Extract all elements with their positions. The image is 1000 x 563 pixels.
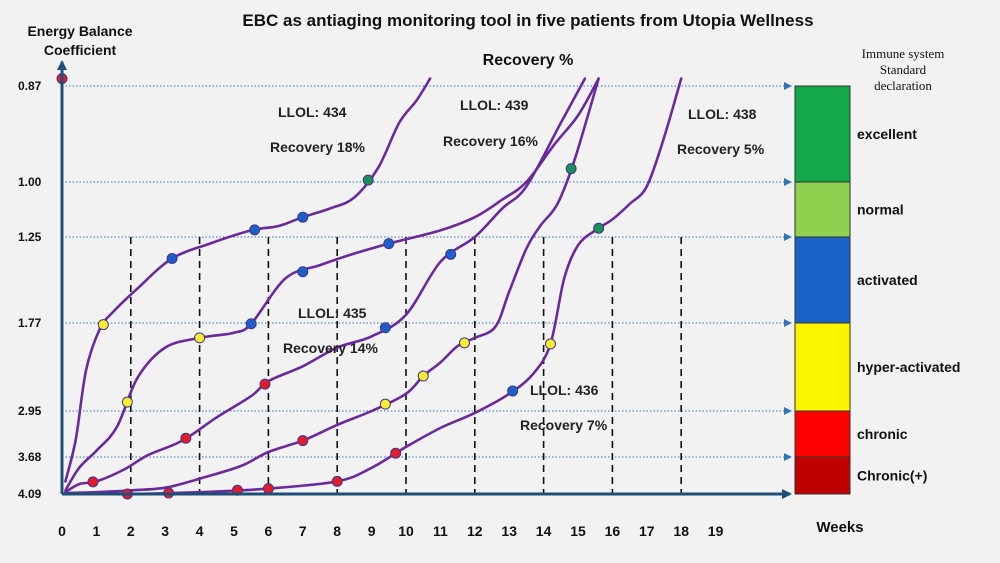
chart-subtitle: Recovery %	[483, 52, 574, 69]
marker-p438-3-red	[262, 483, 274, 495]
legend-band-activated	[794, 236, 851, 324]
x-tick-label-14: 14	[536, 523, 552, 539]
y-tick-label-2.95: 2.95	[18, 404, 42, 418]
legend-title-line1: Immune system	[862, 46, 945, 61]
legend-band-normal	[794, 181, 851, 238]
series-line-p436	[64, 77, 600, 495]
marker-p435-3-blue	[379, 322, 391, 334]
legend-band-chronic	[794, 410, 851, 458]
axes: 0.871.001.251.772.953.684.090 1 2 3 4 5 6 7 8 9 10…	[18, 60, 792, 539]
legend-band-chronic-	[794, 456, 851, 495]
marker-p434-4-green	[362, 174, 374, 186]
marker-p439-0-yellow	[121, 396, 133, 408]
annotation-p439-recovery: Recovery 16%	[443, 133, 539, 149]
y-tick-label-1.25: 1.25	[18, 230, 42, 244]
x-tick-label-13: 13	[501, 523, 517, 539]
marker-p436-3-yellow	[417, 370, 429, 382]
marker-p438-5-red	[390, 447, 402, 459]
marker-p439-3-blue	[297, 266, 309, 278]
x-tick-label-18: 18	[673, 523, 689, 539]
annotation-p438-recovery: Recovery 5%	[677, 141, 765, 157]
grid	[62, 82, 792, 494]
legend-title-line3: declaration	[874, 78, 932, 93]
x-tick-label-8: 8	[333, 523, 341, 539]
y-tick-label-3.68: 3.68	[18, 450, 42, 464]
legend-label-excellent: excellent	[857, 126, 917, 142]
marker-p438-8-green	[593, 222, 605, 234]
marker-p436-4-yellow	[458, 337, 470, 349]
x-tick-label-5: 5	[230, 523, 238, 539]
y-tick-label-4.09: 4.09	[18, 487, 42, 501]
marker-p435-0-red	[87, 476, 99, 488]
marker-p438-6-blue	[507, 385, 519, 397]
x-tick-label-11: 11	[433, 523, 448, 539]
x-tick-label-0: 0	[58, 523, 66, 539]
marker-p438-4-red	[331, 475, 343, 487]
legend-label-activated: activated	[857, 272, 918, 288]
x-tick-label-16: 16	[605, 523, 621, 539]
legend-label-normal: normal	[857, 202, 904, 218]
marker-p439-1-yellow	[194, 332, 206, 344]
x-tick-label-19: 19	[708, 523, 724, 539]
x-tick-label-12: 12	[467, 523, 483, 539]
marker-p436-5-green	[565, 163, 577, 175]
x-tick-label-6: 6	[265, 523, 273, 539]
y-tick-label-1.00: 1.00	[18, 175, 42, 189]
y-tick-label-1.77: 1.77	[18, 316, 42, 330]
marker-p434-3-blue	[297, 211, 309, 223]
y-tick-label-0.87: 0.87	[18, 79, 42, 93]
legend-band-hyper-activated	[794, 322, 851, 412]
annotation-p435-llol: LLOL: 435	[298, 305, 367, 321]
y-axis-label-line1: Energy Balance	[27, 23, 132, 39]
marker-p434-1-blue	[166, 253, 178, 264]
marker-p439-2-blue	[245, 318, 257, 330]
annotation-p439-llol: LLOL: 439	[460, 97, 529, 113]
legend-label-hyper-activated: hyper-activated	[857, 359, 960, 375]
marker-p439-4-blue	[383, 238, 395, 250]
annotation-p438-llol: LLOL: 438	[688, 106, 757, 122]
marker-p436-1-red	[297, 435, 309, 447]
x-tick-label-10: 10	[398, 523, 414, 539]
legend-title-line2: Standard	[880, 62, 927, 77]
labels: EBC as antiaging monitoring tool in five…	[27, 11, 944, 536]
marker-p438-7-yellow	[544, 338, 556, 350]
x-axis-label: Weeks	[816, 519, 863, 536]
annotation-p436-recovery: Recovery 7%	[520, 417, 608, 433]
x-tick-label-2: 2	[127, 523, 135, 539]
y-axis-label-line2: Coefficient	[44, 42, 117, 58]
annotation-p435-recovery: Recovery 14%	[283, 340, 379, 356]
x-tick-label-7: 7	[299, 523, 307, 539]
x-tick-label-15: 15	[570, 523, 586, 539]
legend-label-chronic: chronic	[857, 426, 908, 442]
marker-p435-1-red	[180, 432, 192, 444]
annotation-p434-recovery: Recovery 18%	[270, 139, 366, 155]
x-tick-label-1: 1	[93, 523, 101, 539]
marker-p435-4-blue	[445, 248, 457, 260]
annotation-p436-llol: LLOL: 436	[530, 382, 599, 398]
marker-p434-0-yellow	[97, 319, 109, 331]
series-line-p435	[64, 77, 587, 494]
x-tick-label-17: 17	[639, 523, 655, 539]
chart-title: EBC as antiaging monitoring tool in five…	[242, 11, 813, 30]
legend-bands: excellent normal activated hyper-activated c…	[794, 85, 960, 495]
annotation-p434-llol: LLOL: 434	[278, 104, 347, 120]
marker-p434-2-blue	[249, 224, 261, 236]
x-tick-label-4: 4	[196, 523, 204, 539]
data-markers	[56, 73, 605, 500]
marker-p435-2-red	[259, 378, 271, 390]
legend-band-excellent	[794, 85, 851, 183]
marker-p436-2-yellow	[379, 398, 391, 410]
x-tick-label-3: 3	[161, 523, 169, 539]
legend-label-chronic-: Chronic(+)	[857, 468, 927, 484]
x-tick-label-9: 9	[368, 523, 376, 539]
